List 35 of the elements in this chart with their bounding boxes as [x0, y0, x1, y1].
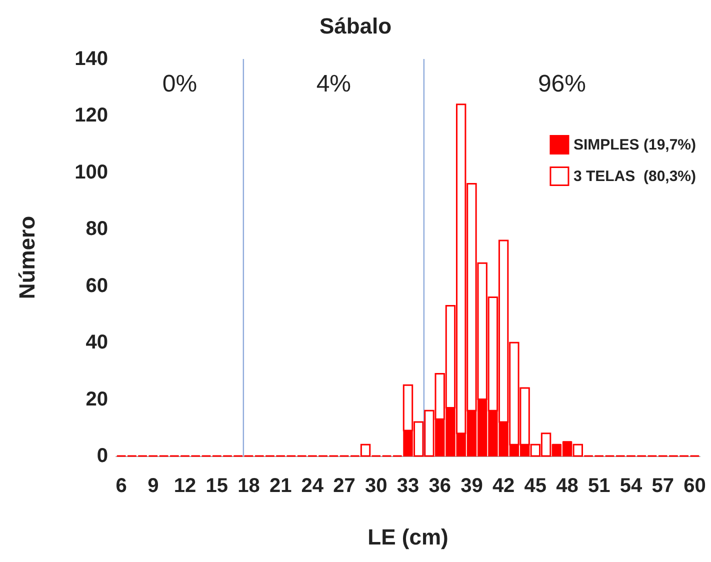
x-tick-label: 51	[588, 475, 610, 497]
legend-label: 3 TELAS (80,3%)	[573, 168, 696, 185]
x-tick-label: 39	[460, 475, 483, 497]
y-tick-label: 60	[86, 274, 108, 297]
x-tick-label: 24	[301, 475, 324, 497]
x-tick-label: 36	[428, 475, 451, 497]
x-tick-label: 45	[524, 475, 547, 497]
x-tick-label: 18	[238, 475, 260, 497]
annotation: 0%	[162, 70, 198, 98]
x-axis-title: LE (cm)	[368, 524, 448, 550]
y-axis-title: Número	[14, 216, 40, 300]
y-tick-label: 120	[74, 104, 108, 127]
x-tick-label: 27	[333, 475, 356, 497]
x-tick-label: 30	[365, 475, 388, 497]
x-tick-label: 33	[396, 475, 420, 497]
x-tick-label: 21	[269, 475, 292, 497]
x-tick-label: 54	[620, 475, 643, 497]
annotation: 96%	[538, 70, 586, 98]
y-tick-label: 40	[86, 332, 108, 354]
x-tick-label: 9	[148, 475, 159, 497]
x-tick-label: 12	[174, 475, 196, 497]
y-tick-label: 140	[74, 48, 108, 70]
x-tick-label: 60	[684, 475, 706, 497]
chart-title: Sábalo	[319, 14, 392, 38]
annotation: 4%	[316, 70, 352, 98]
y-tick-label: 100	[74, 161, 108, 184]
y-tick-label: 20	[86, 388, 108, 410]
x-tick-label: 57	[652, 475, 674, 497]
y-tick-label: 0	[96, 445, 108, 467]
x-tick-label: 48	[556, 475, 578, 497]
y-tick-label: 80	[86, 218, 108, 240]
x-tick-label: 15	[206, 475, 228, 497]
x-tick-label: 42	[492, 475, 515, 497]
legend-label: SIMPLES (19,7%)	[573, 136, 696, 154]
x-tick-label: 6	[116, 475, 127, 497]
